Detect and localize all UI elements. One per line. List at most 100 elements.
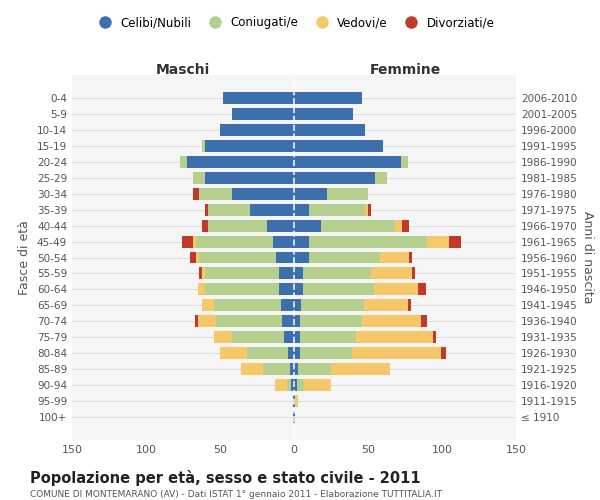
Bar — [368, 204, 371, 216]
Bar — [279, 268, 294, 280]
Bar — [294, 172, 376, 183]
Bar — [293, 396, 294, 407]
Bar — [196, 252, 199, 264]
Bar — [293, 412, 294, 424]
Bar — [198, 316, 215, 328]
Bar — [294, 284, 303, 296]
Bar — [281, 300, 294, 312]
Bar — [320, 220, 395, 232]
Bar — [362, 316, 421, 328]
Bar — [268, 220, 294, 232]
Text: Popolazione per età, sesso e stato civile - 2011: Popolazione per età, sesso e stato civil… — [30, 470, 421, 486]
Bar — [402, 220, 409, 232]
Bar — [198, 284, 205, 296]
Bar — [298, 364, 331, 376]
Bar — [202, 300, 214, 312]
Bar — [232, 188, 294, 200]
Bar — [182, 236, 193, 248]
Y-axis label: Anni di nascita: Anni di nascita — [581, 211, 594, 304]
Bar — [364, 300, 408, 312]
Bar — [294, 92, 362, 104]
Bar — [241, 364, 263, 376]
Bar — [449, 236, 461, 248]
Bar — [276, 252, 294, 264]
Bar — [418, 284, 426, 296]
Bar — [309, 236, 427, 248]
Bar — [199, 188, 232, 200]
Bar — [300, 348, 352, 360]
Bar — [205, 172, 294, 183]
Bar — [193, 188, 199, 200]
Bar — [294, 252, 309, 264]
Bar — [220, 348, 247, 360]
Text: Maschi: Maschi — [156, 63, 210, 77]
Bar — [205, 284, 279, 296]
Bar — [326, 188, 368, 200]
Bar — [250, 204, 294, 216]
Bar — [331, 364, 390, 376]
Bar — [440, 348, 446, 360]
Bar — [263, 364, 290, 376]
Legend: Celibi/Nubili, Coniugati/e, Vedovi/e, Divorziati/e: Celibi/Nubili, Coniugati/e, Vedovi/e, Di… — [89, 12, 499, 34]
Bar — [297, 380, 304, 392]
Bar — [421, 316, 427, 328]
Bar — [294, 236, 309, 248]
Bar — [303, 284, 374, 296]
Bar — [294, 396, 295, 407]
Bar — [294, 108, 353, 120]
Bar — [300, 332, 356, 344]
Bar — [223, 92, 294, 104]
Bar — [433, 332, 436, 344]
Bar — [214, 300, 281, 312]
Bar — [309, 252, 380, 264]
Bar — [205, 204, 208, 216]
Bar — [193, 236, 196, 248]
Bar — [427, 236, 449, 248]
Bar — [365, 204, 368, 216]
Bar — [294, 412, 295, 424]
Bar — [199, 268, 202, 280]
Bar — [395, 220, 402, 232]
Bar — [294, 316, 300, 328]
Bar — [202, 140, 205, 151]
Bar — [232, 332, 284, 344]
Bar — [180, 156, 187, 168]
Bar — [247, 348, 288, 360]
Bar — [196, 236, 273, 248]
Bar — [294, 380, 297, 392]
Bar — [202, 220, 208, 232]
Bar — [220, 124, 294, 136]
Bar — [294, 364, 298, 376]
Bar — [214, 332, 232, 344]
Bar — [374, 284, 418, 296]
Bar — [352, 348, 440, 360]
Bar — [304, 380, 331, 392]
Bar — [294, 140, 383, 151]
Bar — [294, 156, 401, 168]
Bar — [195, 316, 198, 328]
Bar — [303, 268, 371, 280]
Bar — [294, 124, 365, 136]
Bar — [273, 236, 294, 248]
Bar — [294, 332, 300, 344]
Bar — [290, 364, 294, 376]
Bar — [294, 220, 320, 232]
Bar — [401, 156, 408, 168]
Bar — [291, 380, 294, 392]
Bar — [282, 316, 294, 328]
Bar — [412, 268, 415, 280]
Bar — [294, 188, 326, 200]
Bar — [294, 300, 301, 312]
Bar — [187, 156, 294, 168]
Bar — [208, 220, 268, 232]
Bar — [199, 252, 276, 264]
Bar — [301, 300, 364, 312]
Y-axis label: Fasce di età: Fasce di età — [19, 220, 31, 295]
Bar — [202, 268, 205, 280]
Bar — [409, 252, 412, 264]
Text: COMUNE DI MONTEMARANO (AV) - Dati ISTAT 1° gennaio 2011 - Elaborazione TUTTITALI: COMUNE DI MONTEMARANO (AV) - Dati ISTAT … — [30, 490, 442, 499]
Bar — [380, 252, 409, 264]
Bar — [215, 316, 282, 328]
Bar — [309, 204, 365, 216]
Bar — [205, 268, 279, 280]
